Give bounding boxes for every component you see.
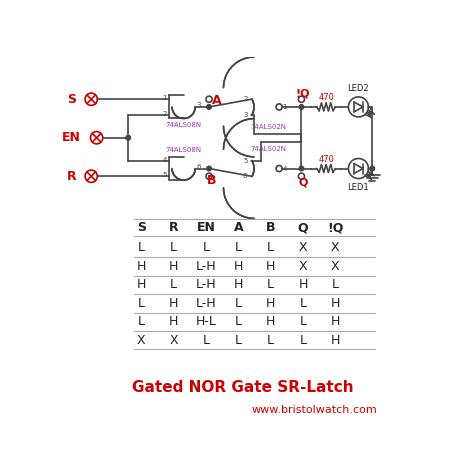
- Text: 74ALS08N: 74ALS08N: [165, 122, 202, 128]
- Circle shape: [207, 166, 211, 171]
- Text: L: L: [202, 241, 210, 255]
- Text: H: H: [169, 297, 178, 310]
- Text: X: X: [137, 334, 146, 347]
- Text: H: H: [137, 278, 146, 292]
- Text: H: H: [266, 315, 275, 328]
- Text: H: H: [298, 278, 308, 292]
- Text: H: H: [331, 334, 340, 347]
- Text: Q: Q: [298, 177, 308, 187]
- Text: LED2: LED2: [347, 84, 369, 93]
- Text: X: X: [299, 260, 307, 273]
- Text: L-H: L-H: [196, 260, 216, 273]
- Text: 5: 5: [162, 173, 166, 178]
- Text: EN: EN: [197, 221, 215, 234]
- Text: H: H: [169, 315, 178, 328]
- Text: L: L: [267, 241, 274, 255]
- Text: 3: 3: [197, 102, 201, 109]
- Text: H: H: [234, 260, 243, 273]
- Text: L: L: [300, 297, 307, 310]
- Text: 3: 3: [243, 112, 247, 118]
- Text: 74ALS02N: 74ALS02N: [250, 124, 286, 130]
- Text: 470: 470: [318, 155, 334, 164]
- Text: 5: 5: [243, 158, 247, 164]
- Text: H: H: [266, 297, 275, 310]
- Text: L: L: [235, 334, 242, 347]
- Text: L: L: [138, 297, 145, 310]
- Text: X: X: [169, 334, 178, 347]
- Text: L-H: L-H: [196, 278, 216, 292]
- Text: L: L: [300, 315, 307, 328]
- Text: L: L: [235, 297, 242, 310]
- Text: Gated NOR Gate SR-Latch: Gated NOR Gate SR-Latch: [132, 381, 354, 395]
- Text: X: X: [331, 260, 340, 273]
- Circle shape: [126, 136, 130, 140]
- Text: B: B: [266, 221, 275, 234]
- Text: L: L: [235, 241, 242, 255]
- Text: H-L: H-L: [196, 315, 217, 328]
- Text: L: L: [267, 278, 274, 292]
- Text: 2: 2: [162, 111, 166, 117]
- Text: H: H: [169, 260, 178, 273]
- Text: 1: 1: [162, 95, 167, 101]
- Text: EN: EN: [62, 131, 81, 144]
- Circle shape: [207, 105, 211, 109]
- Text: H: H: [234, 278, 243, 292]
- Text: H: H: [331, 315, 340, 328]
- Text: X: X: [331, 241, 340, 255]
- Text: L-H: L-H: [196, 297, 216, 310]
- Text: 74ALS08N: 74ALS08N: [165, 147, 202, 153]
- Text: X: X: [299, 241, 307, 255]
- Text: 2: 2: [243, 96, 247, 102]
- Text: Q: Q: [298, 221, 308, 234]
- Text: L: L: [138, 241, 145, 255]
- Text: !Q: !Q: [296, 88, 310, 98]
- Text: 4: 4: [283, 165, 287, 172]
- Text: H: H: [137, 260, 146, 273]
- Text: L: L: [138, 315, 145, 328]
- Circle shape: [370, 166, 374, 171]
- Text: L: L: [170, 241, 177, 255]
- Text: 1: 1: [282, 104, 287, 110]
- Text: R: R: [169, 221, 178, 234]
- Text: L: L: [202, 334, 210, 347]
- Text: S: S: [67, 93, 76, 106]
- Text: 6: 6: [197, 164, 201, 170]
- Text: 4: 4: [162, 157, 166, 163]
- Text: L: L: [332, 278, 339, 292]
- Text: L: L: [300, 334, 307, 347]
- Text: H: H: [266, 260, 275, 273]
- Text: H: H: [331, 297, 340, 310]
- Text: 6: 6: [243, 173, 247, 179]
- Text: www.bristolwatch.com: www.bristolwatch.com: [252, 404, 377, 415]
- Text: A: A: [234, 221, 243, 234]
- Circle shape: [299, 166, 304, 171]
- Text: B: B: [207, 173, 217, 187]
- Text: A: A: [212, 94, 221, 107]
- Circle shape: [299, 105, 304, 109]
- Text: S: S: [137, 221, 146, 234]
- Text: LED1: LED1: [347, 182, 369, 191]
- Text: 74ALS02N: 74ALS02N: [250, 146, 286, 152]
- Text: R: R: [66, 170, 76, 183]
- Text: !Q: !Q: [327, 221, 344, 234]
- Text: L: L: [267, 334, 274, 347]
- Text: L: L: [235, 315, 242, 328]
- Text: 470: 470: [318, 93, 334, 102]
- Text: L: L: [170, 278, 177, 292]
